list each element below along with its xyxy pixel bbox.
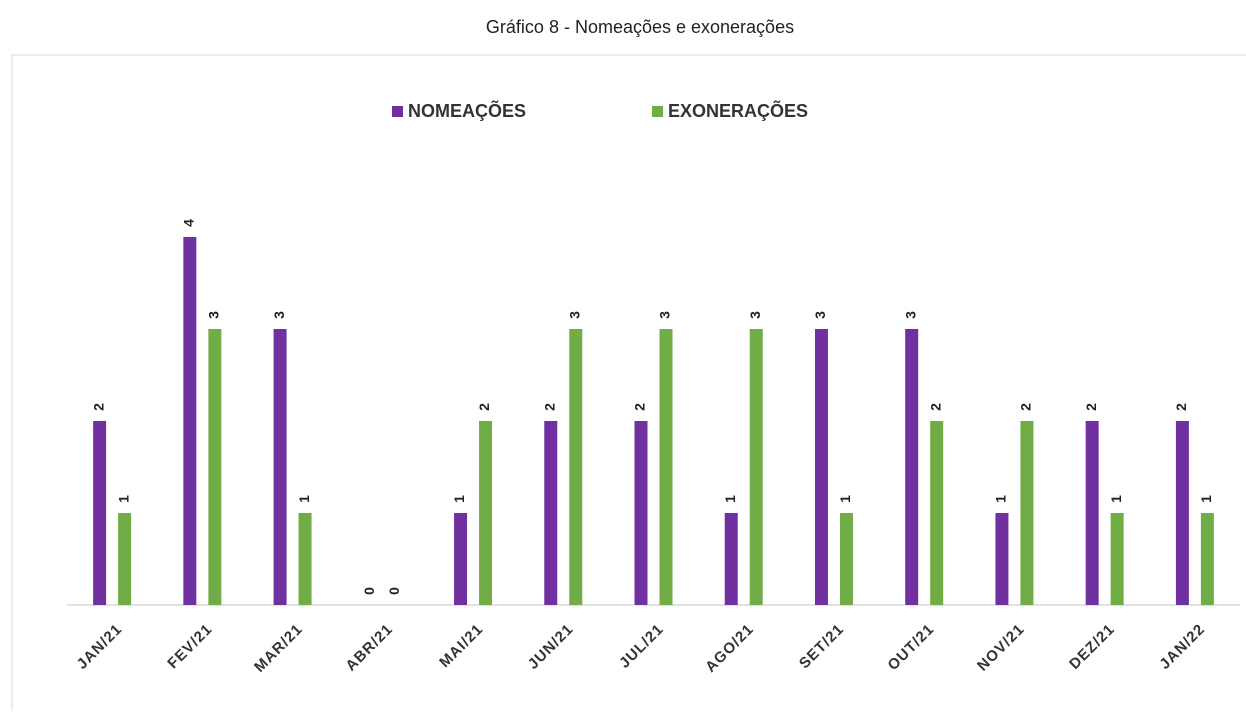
- bar: [1020, 421, 1034, 605]
- data-label: 2: [541, 403, 557, 411]
- data-label: 3: [271, 311, 287, 319]
- chart-frame: [11, 54, 1246, 716]
- bar: [995, 513, 1009, 605]
- data-label: 2: [1173, 403, 1189, 411]
- bar: [93, 421, 107, 605]
- x-tick-label: FEV/21: [164, 621, 216, 673]
- data-label: 2: [1018, 403, 1034, 411]
- bar: [659, 329, 673, 605]
- x-tick-label: MAR/21: [251, 621, 306, 676]
- x-tick-label: JAN/22: [1156, 621, 1208, 673]
- chart-title: Gráfico 8 - Nomeações e exonerações: [486, 17, 794, 37]
- bar: [724, 513, 738, 605]
- bar: [544, 421, 558, 605]
- data-label: 1: [837, 495, 853, 503]
- bar: [1175, 421, 1189, 605]
- bar: [298, 513, 312, 605]
- data-label: 0: [361, 587, 377, 595]
- bar: [454, 513, 468, 605]
- data-label: 1: [722, 495, 738, 503]
- legend-swatch: [652, 106, 663, 117]
- bar: [930, 421, 944, 605]
- bar: [1200, 513, 1214, 605]
- x-tick-label: JAN/21: [74, 621, 126, 673]
- data-label: 1: [1198, 495, 1214, 503]
- x-tick-label: JUL/21: [616, 621, 667, 672]
- bar: [839, 513, 853, 605]
- bar: [569, 329, 583, 605]
- x-tick-label: SET/21: [796, 621, 848, 673]
- bar: [118, 513, 132, 605]
- x-tick-label: NOV/21: [974, 621, 1028, 675]
- data-label: 2: [1083, 403, 1099, 411]
- data-label: 2: [632, 403, 648, 411]
- data-label: 1: [993, 495, 1009, 503]
- data-label: 3: [206, 311, 222, 319]
- bar: [183, 237, 197, 605]
- bar: [273, 329, 287, 605]
- data-label: 0: [386, 587, 402, 595]
- data-label: 4: [181, 219, 197, 227]
- data-label: 1: [1108, 495, 1124, 503]
- bar: [814, 329, 828, 605]
- bar: [634, 421, 648, 605]
- x-tick-label: OUT/21: [884, 621, 937, 674]
- data-label: 2: [927, 403, 943, 411]
- data-label: 3: [812, 311, 828, 319]
- x-tick-label: AGO/21: [702, 621, 757, 676]
- x-tick-label: MAI/21: [436, 621, 486, 671]
- legend-label: EXONERAÇÕES: [668, 100, 808, 121]
- x-tick-label: DEZ/21: [1066, 621, 1118, 673]
- bar: [1085, 421, 1099, 605]
- data-label: 2: [476, 403, 492, 411]
- bar: [1110, 513, 1124, 605]
- legend-swatch: [392, 106, 403, 117]
- data-label: 3: [747, 311, 763, 319]
- data-label: 3: [566, 311, 582, 319]
- data-label: 3: [902, 311, 918, 319]
- bar: [905, 329, 919, 605]
- x-tick-label: ABR/21: [342, 621, 396, 675]
- x-tick-label: JUN/21: [525, 621, 577, 673]
- data-label: 1: [115, 495, 131, 503]
- data-label: 1: [451, 495, 467, 503]
- bar: [479, 421, 493, 605]
- bar: [208, 329, 222, 605]
- data-label: 2: [90, 403, 106, 411]
- data-label: 3: [657, 311, 673, 319]
- data-label: 1: [296, 495, 312, 503]
- legend-label: NOMEAÇÕES: [408, 100, 526, 121]
- bar: [749, 329, 763, 605]
